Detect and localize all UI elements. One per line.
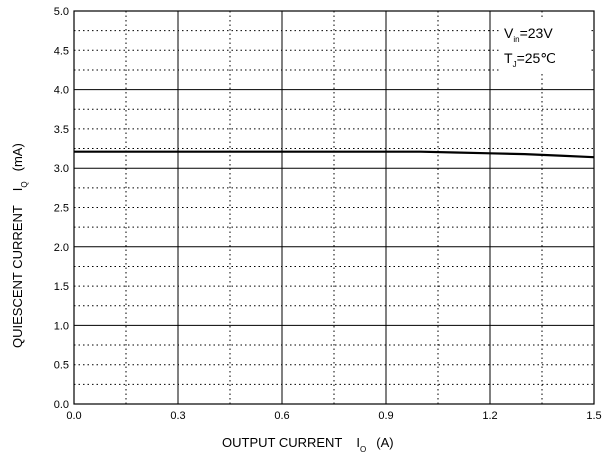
y-axis-label: QUIESCENT CURRENTIQ(mA) (10, 143, 29, 348)
y-tick-label: 2.0 (54, 242, 69, 254)
x-tick-label: 0.0 (66, 410, 81, 422)
y-tick-label: 3.5 (54, 124, 69, 136)
annotation-tj: TJ=25℃ (504, 50, 556, 69)
y-tick-label: 0.0 (54, 399, 69, 411)
y-tick-label: 2.5 (54, 203, 69, 215)
x-tick-label: 1.2 (482, 410, 497, 422)
annotation-box (500, 18, 590, 72)
y-tick-label: 4.0 (54, 85, 69, 97)
y-tick-label: 1.0 (54, 320, 69, 332)
x-tick-label: 1.5 (586, 410, 601, 422)
y-tick-label: 3.0 (54, 163, 69, 175)
annotation-vin: Vin=23V (504, 25, 553, 44)
y-tick-label: 1.5 (54, 281, 69, 293)
series-line (74, 150, 595, 159)
x-tick-labels: 0.0 0.3 0.6 0.9 1.2 1.5 (66, 410, 601, 422)
x-axis-label: OUTPUT CURRENT IO (A) (222, 435, 394, 454)
x-tick-label: 0.9 (378, 410, 393, 422)
plot-frame (73, 10, 595, 405)
y-tick-label: 0.5 (54, 360, 69, 372)
y-tick-label: 4.5 (54, 45, 69, 57)
y-tick-labels: 0.0 0.5 1.0 1.5 2.0 2.5 3.0 3.5 4.0 4.5 5.0 (54, 6, 69, 411)
x-tick-label: 0.3 (170, 410, 185, 422)
major-gridlines (74, 11, 594, 404)
x-tick-label: 0.6 (274, 410, 289, 422)
y-tick-label: 5.0 (54, 6, 69, 18)
